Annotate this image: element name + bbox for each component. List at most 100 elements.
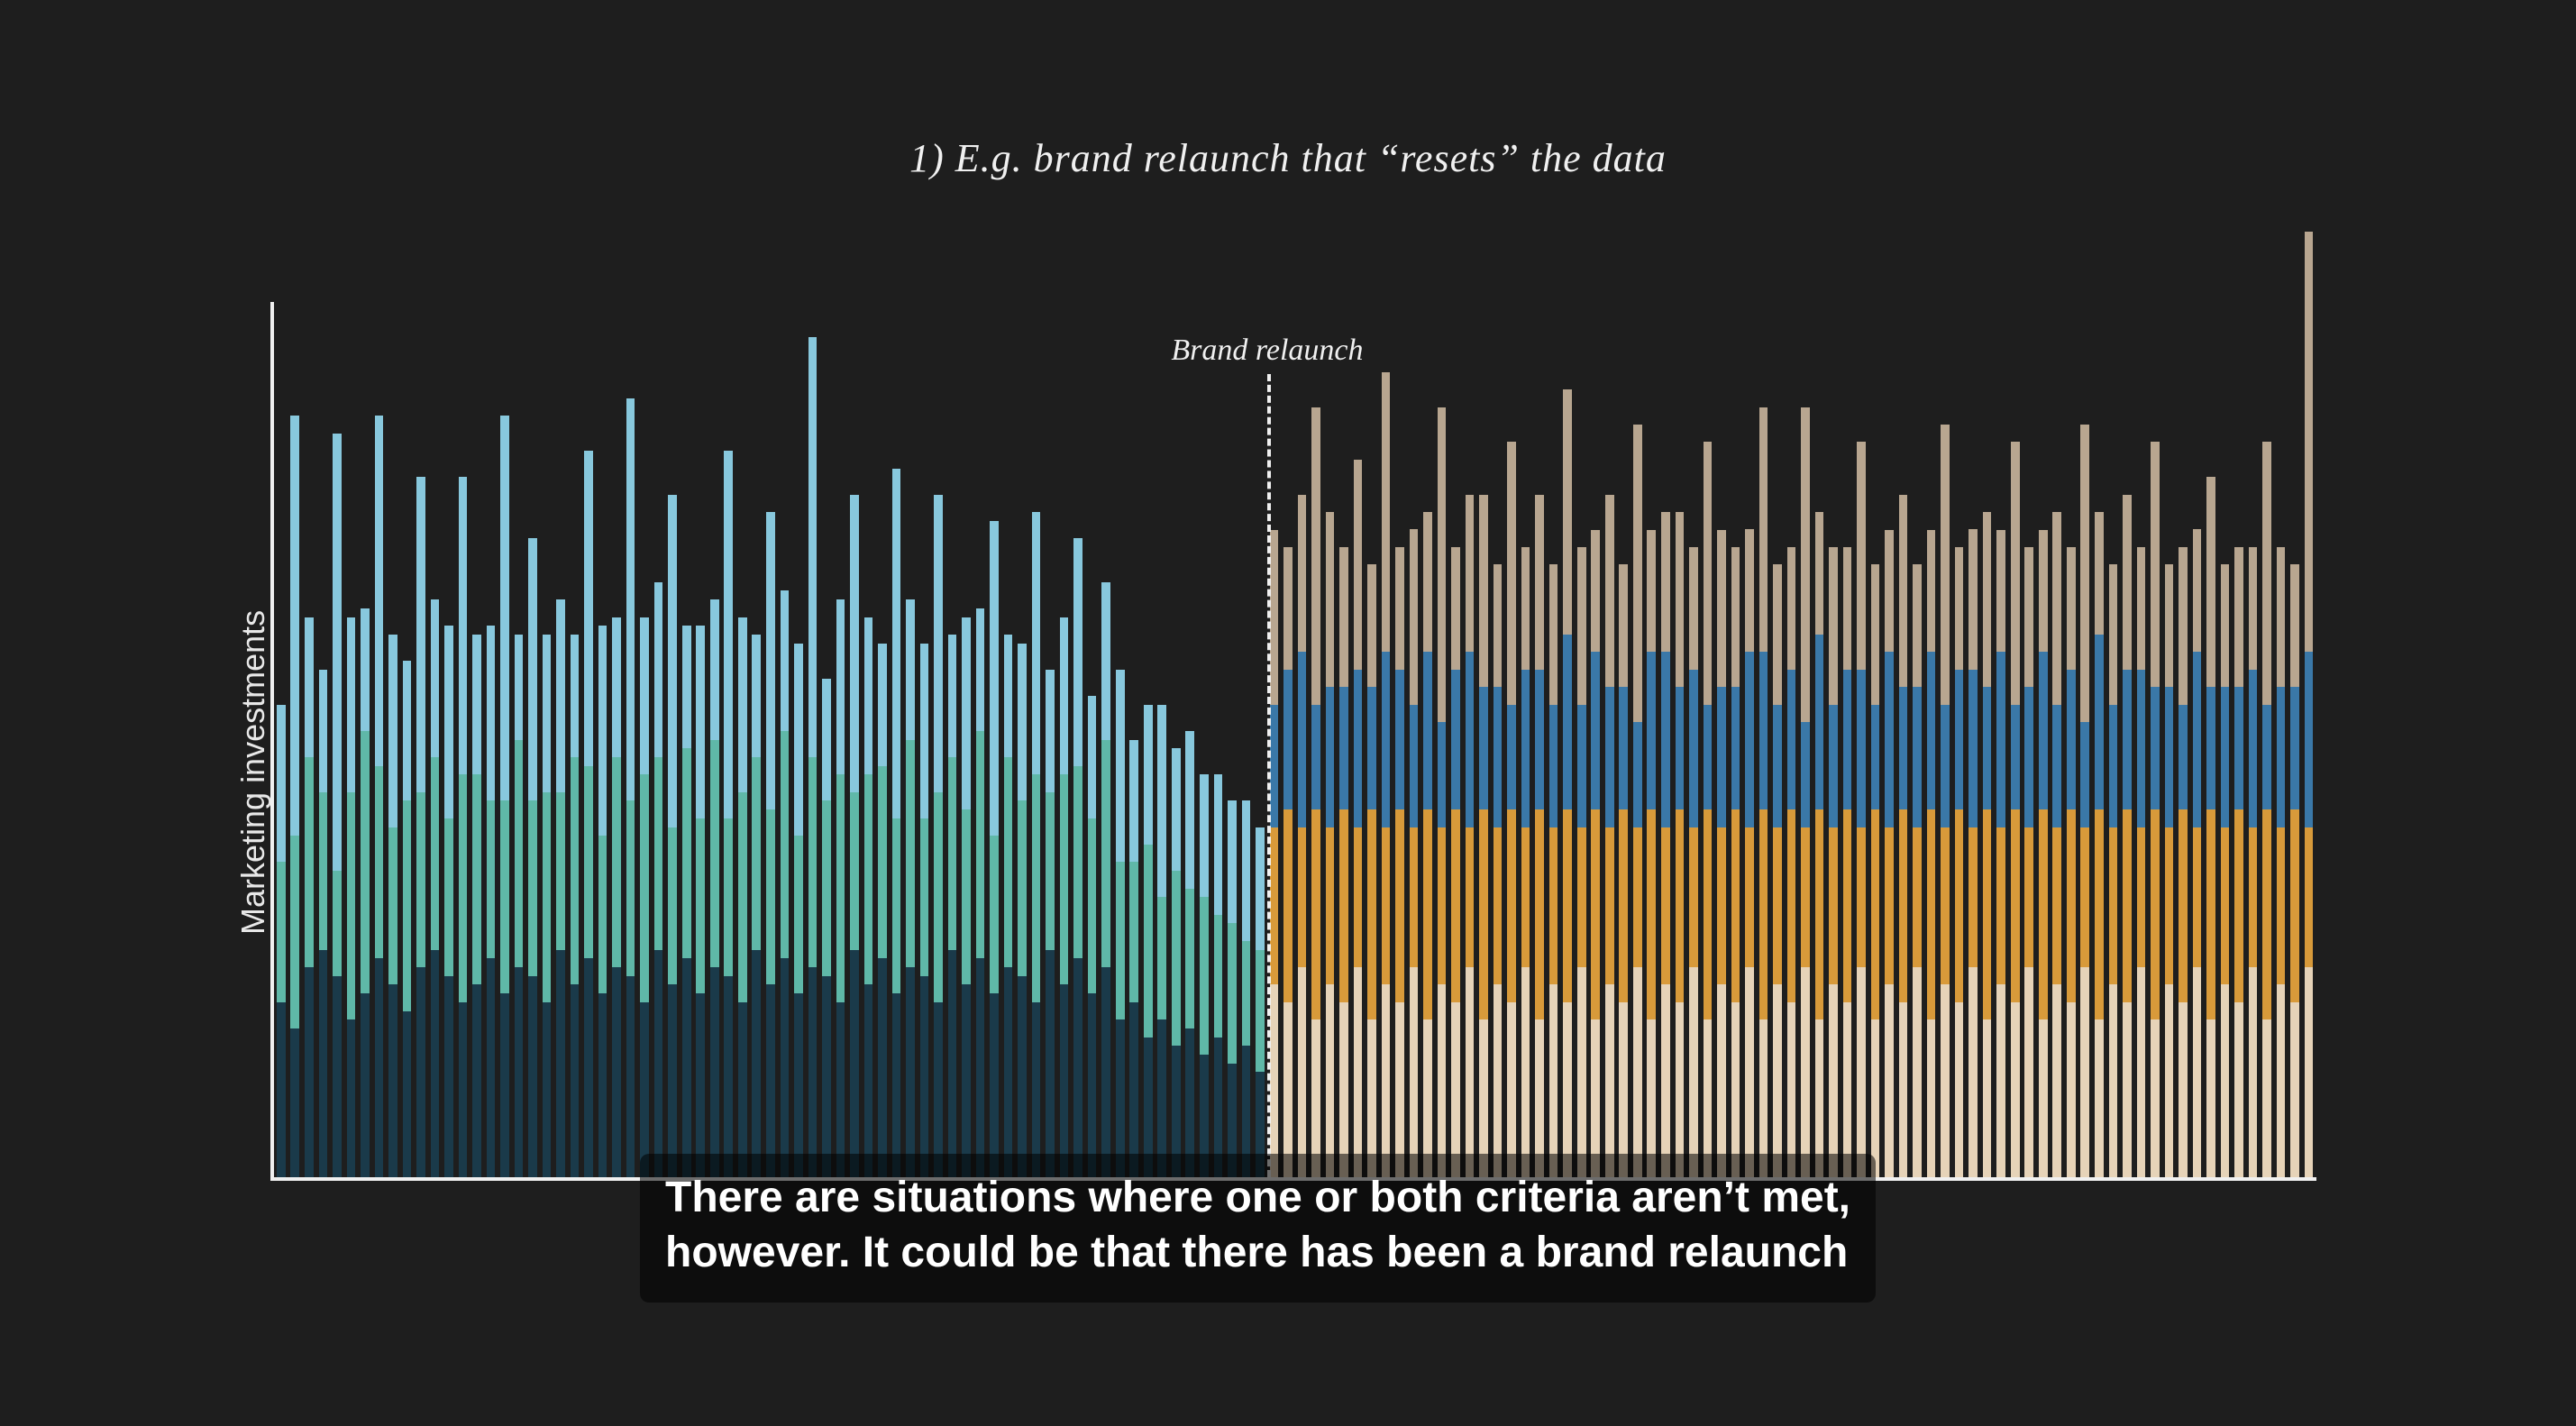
bar-segment [598, 993, 607, 1177]
bar-segment [2039, 652, 2048, 809]
bar [1169, 748, 1183, 1177]
bar-segment [1927, 809, 1936, 1019]
bar-segment [1479, 495, 1488, 688]
bar [1099, 582, 1113, 1177]
bar-segment [1214, 774, 1223, 914]
subtitle-caption: There are situations where one or both c… [640, 1154, 1876, 1303]
bar-segment [1647, 652, 1656, 809]
bar [1127, 740, 1141, 1177]
bar-segment [2024, 687, 2033, 827]
bar-segment [1172, 871, 1181, 1046]
bar-segment [347, 792, 356, 1019]
bar-segment [388, 827, 397, 985]
bar [1547, 564, 1561, 1177]
bar-segment [277, 862, 286, 1001]
bar-segment [2193, 529, 2202, 652]
bar-segment [2011, 1002, 2020, 1177]
bar-segment [1577, 827, 1586, 967]
bar [1463, 495, 1477, 1177]
bar-segment [1410, 529, 1419, 704]
bar-segment [1996, 984, 2005, 1177]
bar-segment [1242, 941, 1251, 1047]
bar-segment [1073, 538, 1082, 765]
bar-segment [612, 967, 621, 1177]
bar [1239, 800, 1254, 1177]
bar [484, 626, 498, 1177]
bar-segment [1871, 1019, 1880, 1177]
bar-segment [864, 774, 873, 984]
bar-segment [696, 818, 705, 993]
bar-segment [1395, 809, 1404, 1002]
bar-segment [1969, 529, 1978, 669]
bar [2162, 564, 2177, 1177]
bar [918, 644, 932, 1177]
bar-segment [1129, 740, 1138, 863]
bar [1435, 407, 1449, 1177]
bar-segment [1843, 1002, 1852, 1177]
bar-segment [2039, 530, 2048, 653]
bar-segment [1619, 1002, 1628, 1177]
bar [1560, 389, 1575, 1177]
bar-segment [347, 617, 356, 792]
bar-segment [1661, 827, 1670, 985]
bar-segment [2137, 670, 2146, 827]
bar-segment [1339, 687, 1348, 809]
bar [2134, 547, 2149, 1177]
bar-segment [1395, 547, 1404, 670]
bar-segment [2262, 442, 2271, 704]
bar-segment [710, 740, 719, 967]
bar [1813, 512, 1827, 1177]
bar-segment [808, 337, 818, 757]
bar-segment [2123, 1002, 2132, 1177]
bar-segment [2193, 827, 2202, 967]
bar-segment [472, 635, 481, 774]
bar-segment [1144, 705, 1153, 845]
bar-segment [1438, 407, 1447, 723]
bar-segment [920, 644, 929, 818]
bar-segment [290, 1028, 299, 1177]
bar-segment [1745, 652, 1754, 827]
bar-segment [584, 766, 593, 959]
bar [1868, 564, 1883, 1177]
bar [1155, 705, 1169, 1177]
bar [2036, 530, 2051, 1178]
bar-segment [2011, 809, 2020, 1002]
bar-segment [1605, 984, 1614, 1177]
bar-segment [333, 871, 342, 976]
bar-segment [416, 477, 425, 792]
bar-segment [1787, 809, 1796, 1002]
bar-segment [1298, 652, 1307, 827]
bar-segment [1311, 705, 1320, 810]
bar-segment [654, 582, 663, 757]
bar [1337, 547, 1351, 1177]
bar-segment [1801, 722, 1810, 827]
bar [2050, 512, 2064, 1177]
bar-segment [836, 1002, 845, 1177]
bar-segment [1815, 809, 1824, 1019]
bar-segment [1129, 862, 1138, 1001]
bar-segment [2165, 564, 2174, 687]
bar [1826, 547, 1841, 1177]
bar-segment [1885, 652, 1894, 827]
bar-segment [1256, 827, 1265, 950]
bar [596, 626, 610, 1177]
bar-segment [1060, 617, 1069, 775]
bar-segment [319, 670, 328, 792]
bar-segment [724, 451, 733, 818]
bar [2176, 547, 2190, 1177]
bar-segment [1801, 827, 1810, 967]
bar-segment [1633, 827, 1642, 967]
bar [1742, 529, 1757, 1177]
bar-segment [892, 993, 901, 1177]
bar-segment [794, 836, 803, 993]
bar-segment [1270, 705, 1279, 827]
bar-segment [1382, 984, 1391, 1177]
bar-segment [515, 967, 524, 1177]
bar-segment [528, 976, 537, 1177]
bar [2260, 442, 2274, 1177]
bar [680, 626, 694, 1177]
bar-segment [2165, 827, 2174, 985]
bar [2246, 547, 2261, 1177]
bar-segment [2095, 1019, 2104, 1177]
bar-segment [2206, 809, 2215, 1019]
